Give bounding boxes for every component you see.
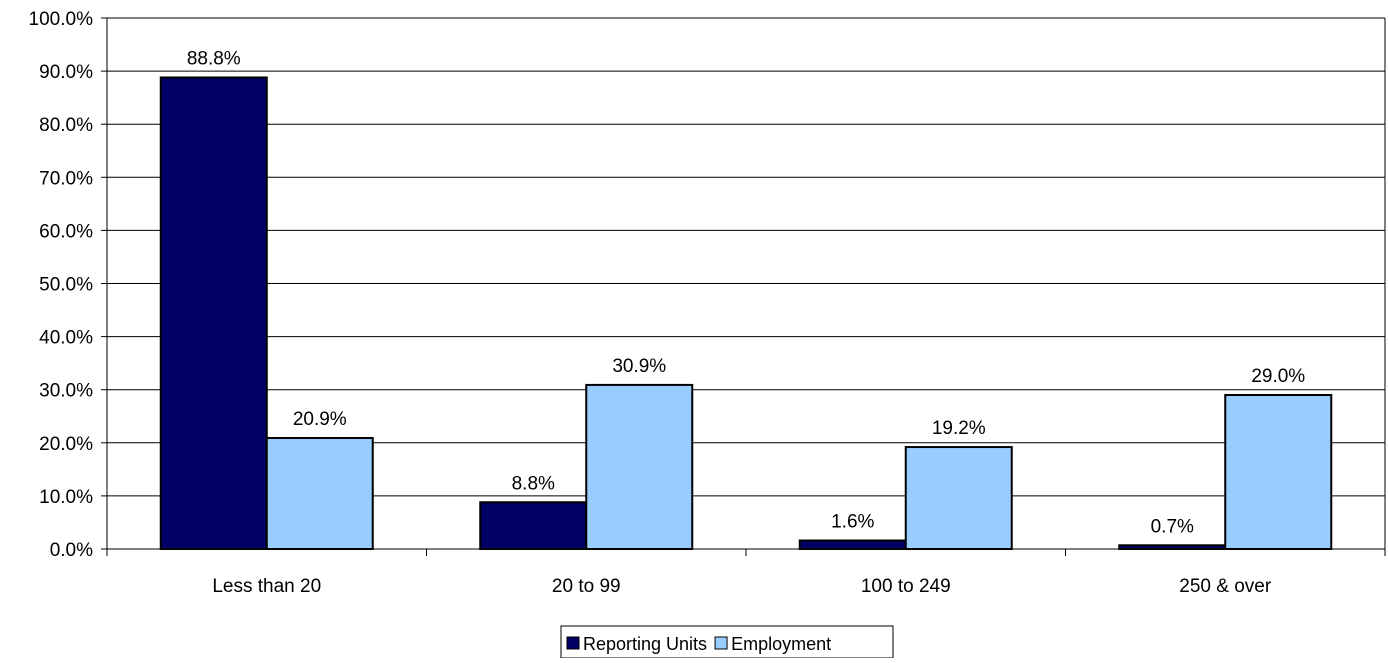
data-label: 1.6% <box>831 512 874 533</box>
y-tick-label: 50.0% <box>39 275 93 296</box>
x-tick-label: 20 to 99 <box>552 576 621 597</box>
data-label: 20.9% <box>293 409 347 430</box>
data-label: 29.0% <box>1251 366 1305 387</box>
bar-reporting-units-1 <box>479 501 588 551</box>
legend-label: Employment <box>731 634 831 654</box>
bar-reporting-units-2 <box>798 539 907 551</box>
bar-reporting-units-3 <box>1118 544 1227 551</box>
y-tick-label: 80.0% <box>39 115 93 136</box>
bars <box>159 76 1333 551</box>
legend: Reporting Units Employment <box>560 625 894 659</box>
data-labels: 88.8% 20.9% 8.8% 30.9% 1.6% 19.2% 0.7% 29.0% <box>187 48 1305 537</box>
y-tick-label: 30.0% <box>39 381 93 402</box>
x-tick-label: 250 & over <box>1179 576 1272 597</box>
y-tick-label: 40.0% <box>39 328 93 349</box>
legend-label: Reporting Units <box>583 634 707 654</box>
data-label: 19.2% <box>932 418 986 439</box>
bar-employment-0 <box>265 437 374 550</box>
data-label: 88.8% <box>187 48 241 69</box>
y-tick-label: 60.0% <box>39 221 93 242</box>
data-label: 30.9% <box>612 356 666 377</box>
y-tick-label: 20.0% <box>39 434 93 455</box>
legend-swatch-employment <box>714 636 728 650</box>
legend-swatch-reporting-units <box>566 636 580 650</box>
bar-reporting-units-0 <box>159 76 268 551</box>
data-label: 8.8% <box>512 473 555 494</box>
bar-employment-2 <box>904 446 1013 551</box>
axes: 0.0% 10.0% 20.0% 30.0% 40.0% 50.0% 60.0% 70.0% 8… <box>29 9 1386 597</box>
y-tick-label: 90.0% <box>39 62 93 83</box>
y-tick-label: 10.0% <box>39 487 93 508</box>
data-label: 0.7% <box>1151 516 1194 537</box>
bar-employment-3 <box>1224 394 1333 551</box>
y-tick-label: 100.0% <box>29 9 94 30</box>
x-tick-label: Less than 20 <box>212 576 321 597</box>
y-tick-label: 0.0% <box>50 540 93 561</box>
bar-employment-1 <box>585 383 694 550</box>
y-tick-label: 70.0% <box>39 168 93 189</box>
x-tick-label: 100 to 249 <box>861 576 951 597</box>
